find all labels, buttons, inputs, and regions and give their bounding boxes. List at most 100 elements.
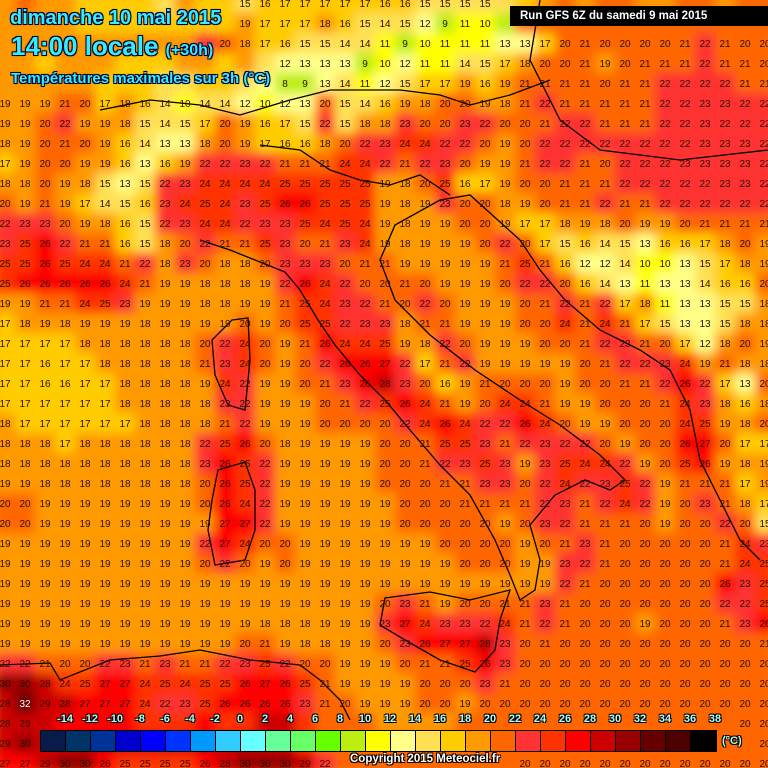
temperature-cell [355, 33, 375, 53]
temperature-cell [0, 213, 15, 233]
temperature-cell [395, 13, 415, 33]
temperature-value: 19 [179, 639, 191, 650]
temperature-value: 25 [359, 199, 371, 210]
temperature-value: 20 [219, 139, 231, 150]
temperature-cell [315, 13, 335, 33]
temperature-value: 18 [0, 459, 11, 470]
temperature-cell [495, 193, 515, 213]
temperature-cell [415, 153, 435, 173]
temperature-value: 19 [59, 179, 71, 190]
temperature-cell [655, 233, 675, 253]
temperature-value: 16 [279, 39, 291, 50]
temperature-value: 25 [759, 579, 768, 590]
temperature-value: 15 [419, 0, 431, 10]
temperature-cell [495, 213, 515, 233]
temperature-value: 21 [499, 259, 511, 270]
temperature-cell [35, 173, 55, 193]
temperature-value: 20 [359, 279, 371, 290]
temperature-cell [335, 153, 355, 173]
temperature-value: 18 [499, 199, 511, 210]
temperature-value: 26 [679, 379, 691, 390]
temperature-value: 19 [299, 579, 311, 590]
temperature-cell [675, 133, 695, 153]
temperature-value: 20 [559, 39, 571, 50]
temperature-cell [215, 273, 235, 293]
temperature-value: 22 [619, 139, 631, 150]
temperature-value: 18 [399, 319, 411, 330]
temperature-value: 20 [439, 99, 451, 110]
temperature-value: 16 [139, 199, 151, 210]
temperature-cell [35, 113, 55, 133]
temperature-value: 17 [279, 0, 291, 10]
temperature-value: 18 [319, 19, 331, 30]
temperature-cell [75, 233, 95, 253]
temperature-cell [115, 193, 135, 213]
temperature-value: 24 [559, 479, 571, 490]
temperature-cell [155, 153, 175, 173]
temperature-cell [635, 73, 655, 93]
temperature-value: 22 [619, 179, 631, 190]
temperature-cell [635, 113, 655, 133]
legend-swatch [116, 731, 141, 751]
temperature-cell [375, 213, 395, 233]
temperature-value: 26 [199, 759, 211, 768]
temperature-value: 22 [539, 619, 551, 630]
temperature-value: 13 [679, 299, 691, 310]
temperature-value: 23 [299, 699, 311, 710]
temperature-value: 18 [719, 339, 731, 350]
temperature-value: 21 [179, 659, 191, 670]
temperature-value: 21 [639, 199, 651, 210]
temperature-cell [715, 93, 735, 113]
temperature-value: 18 [19, 459, 31, 470]
temperature-value: 24 [359, 219, 371, 230]
temperature-value: 28 [479, 639, 491, 650]
temperature-cell [455, 213, 475, 233]
temperature-value: 25 [299, 299, 311, 310]
temperature-cell [375, 253, 395, 273]
temperature-value: 22 [419, 299, 431, 310]
temperature-value: 18 [199, 299, 211, 310]
temperature-value: 23 [339, 239, 351, 250]
temperature-value: 19 [319, 519, 331, 530]
temperature-value: 20 [539, 699, 551, 710]
temperature-cell [535, 213, 555, 233]
temperature-value: 20 [499, 119, 511, 130]
temperature-cell [475, 13, 495, 33]
temperature-value: 20 [379, 439, 391, 450]
temperature-value: 24 [59, 679, 71, 690]
temperature-value: 21 [699, 479, 711, 490]
temperature-value: 21 [319, 379, 331, 390]
temperature-value: 20 [699, 599, 711, 610]
temperature-cell [335, 33, 355, 53]
temperature-value: 19 [379, 199, 391, 210]
temperature-value: 21 [579, 99, 591, 110]
temperature-value: 19 [99, 499, 111, 510]
temperature-cell [295, 233, 315, 253]
temperature-value: 22 [459, 359, 471, 370]
temperature-value: 18 [739, 419, 751, 430]
legend-swatch [91, 731, 116, 751]
temperature-cell [615, 93, 635, 113]
temperature-value: 19 [499, 219, 511, 230]
temperature-value: 16 [119, 239, 131, 250]
temperature-cell [475, 233, 495, 253]
temperature-value: 15 [139, 119, 151, 130]
legend-label: 16 [433, 713, 447, 725]
temperature-value: 17 [79, 379, 91, 390]
temperature-value: 20 [679, 219, 691, 230]
temperature-cell [735, 253, 755, 273]
temperature-value: 20 [419, 279, 431, 290]
temperature-cell [515, 133, 535, 153]
temperature-value: 21 [319, 679, 331, 690]
temperature-value: 25 [199, 199, 211, 210]
temperature-value: 12 [579, 259, 591, 270]
temperature-value: 28 [0, 699, 11, 710]
temperature-cell [435, 153, 455, 173]
temperature-value: 22 [599, 339, 611, 350]
temperature-value: 24 [239, 179, 251, 190]
temperature-value: 22 [659, 159, 671, 170]
temperature-value: 21 [579, 339, 591, 350]
temperature-value: 26 [99, 759, 111, 768]
temperature-value: 22 [599, 199, 611, 210]
temperature-cell [275, 233, 295, 253]
